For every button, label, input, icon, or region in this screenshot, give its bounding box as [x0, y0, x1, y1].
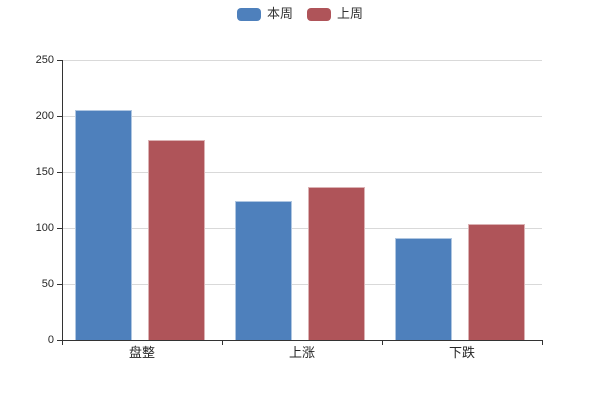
- x-tick-0: [62, 341, 63, 345]
- category-group-1: [222, 60, 382, 340]
- x-category-label-2: 下跌: [448, 345, 475, 360]
- x-category-label-1: 上涨: [288, 345, 315, 360]
- bar-last-week-cat1[interactable]: [308, 186, 365, 340]
- x-tick-2: [382, 341, 383, 345]
- legend-swatch-this-week: [236, 7, 261, 21]
- y-tick-50: [57, 284, 62, 285]
- bar-last-week-cat0[interactable]: [148, 139, 205, 340]
- x-category-label-0: 盘整: [128, 345, 155, 360]
- y-axis-line: [62, 60, 63, 341]
- y-tick-label-50: 50: [41, 278, 54, 290]
- bar-last-week-cat2[interactable]: [468, 223, 525, 340]
- bar-this-week-cat0[interactable]: [75, 110, 132, 340]
- legend-item-this-week[interactable]: 本周: [236, 6, 293, 21]
- y-tick-200: [57, 116, 62, 117]
- y-tick-250: [57, 60, 62, 61]
- legend-swatch-last-week: [307, 7, 331, 21]
- legend: 本周 上周: [0, 7, 600, 21]
- gridline-150: [62, 172, 542, 173]
- bar-this-week-cat1[interactable]: [235, 201, 292, 340]
- y-tick-label-250: 250: [35, 54, 54, 66]
- y-tick-label-200: 200: [35, 110, 54, 122]
- y-tick-label-0: 0: [47, 334, 54, 346]
- bar-this-week-cat2[interactable]: [395, 238, 452, 340]
- category-group-0: [62, 60, 222, 340]
- gridline-50: [62, 284, 542, 285]
- gridline-200: [62, 116, 542, 117]
- gridline-100: [62, 228, 542, 229]
- y-tick-100: [57, 228, 62, 229]
- x-tick-3: [542, 341, 543, 345]
- y-tick-150: [57, 172, 62, 173]
- x-tick-1: [222, 341, 223, 345]
- y-tick-label-100: 100: [35, 222, 54, 234]
- plot-area: [62, 60, 542, 340]
- y-tick-0: [57, 340, 62, 341]
- gridline-250: [62, 60, 542, 61]
- category-group-2: [382, 60, 542, 340]
- y-tick-label-150: 150: [35, 166, 54, 178]
- legend-label-last-week: 上周: [337, 6, 364, 21]
- legend-label-this-week: 本周: [266, 6, 293, 21]
- legend-item-last-week[interactable]: 上周: [307, 7, 363, 21]
- x-axis-line: [62, 340, 543, 341]
